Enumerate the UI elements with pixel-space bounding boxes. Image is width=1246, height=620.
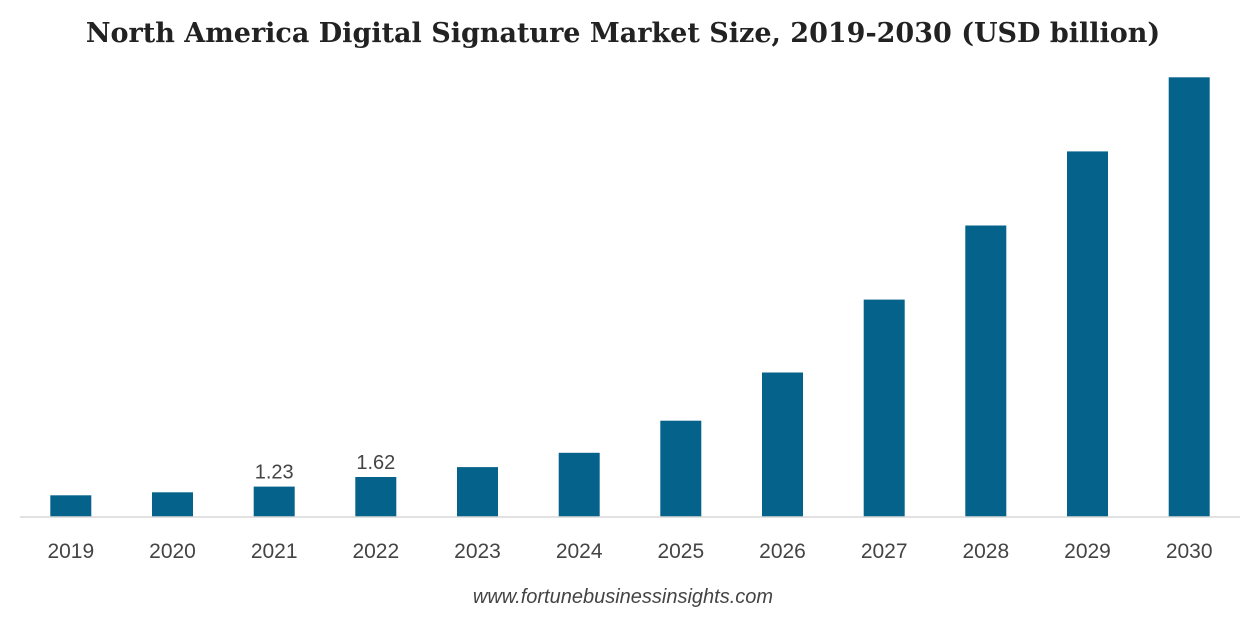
x-tick-label-2021: 2021 <box>251 540 298 563</box>
chart-title: North America Digital Signature Market S… <box>85 18 1161 49</box>
x-tick-label-2024: 2024 <box>556 540 603 563</box>
x-tick-label-2030: 2030 <box>1166 540 1213 563</box>
x-tick-label-2022: 2022 <box>352 540 399 563</box>
bar-2023 <box>457 467 498 517</box>
bar-2029 <box>1067 151 1108 517</box>
x-tick-label-2026: 2026 <box>759 540 806 563</box>
x-tick-label-2020: 2020 <box>149 540 196 563</box>
data-label-2021: 1.23 <box>255 462 294 484</box>
bar-2019 <box>50 495 92 517</box>
bar-2020 <box>152 492 193 517</box>
data-label-2022: 1.62 <box>356 452 395 474</box>
bar-2024 <box>558 452 600 517</box>
labels-layer: 1.23 1.62 <box>255 452 396 484</box>
bar-2021 <box>253 486 295 517</box>
bars-layer <box>50 77 1210 518</box>
x-tick-label-2019: 2019 <box>47 540 94 563</box>
x-tick-labels: 2019 2020 2021 2022 2023 2024 2025 2026 2027 2028… <box>47 540 1212 563</box>
x-tick-label-2023: 2023 <box>454 540 501 563</box>
x-tick-label-2029: 2029 <box>1064 540 1111 563</box>
bar-2027 <box>863 299 905 517</box>
x-tick-label-2025: 2025 <box>657 540 704 563</box>
bar-2022 <box>355 477 397 517</box>
bar-2030 <box>1168 77 1210 518</box>
x-tick-label-2028: 2028 <box>962 540 1009 563</box>
bar-chart: 1.23 1.62 2019 2020 2021 2022 2023 2024 2025 202… <box>20 77 1240 563</box>
source-watermark: www.fortunebusinessinsights.com <box>472 586 774 608</box>
bar-2025 <box>660 420 702 517</box>
bar-2026 <box>762 372 803 517</box>
bar-2028 <box>965 225 1007 517</box>
x-tick-label-2027: 2027 <box>861 540 908 563</box>
